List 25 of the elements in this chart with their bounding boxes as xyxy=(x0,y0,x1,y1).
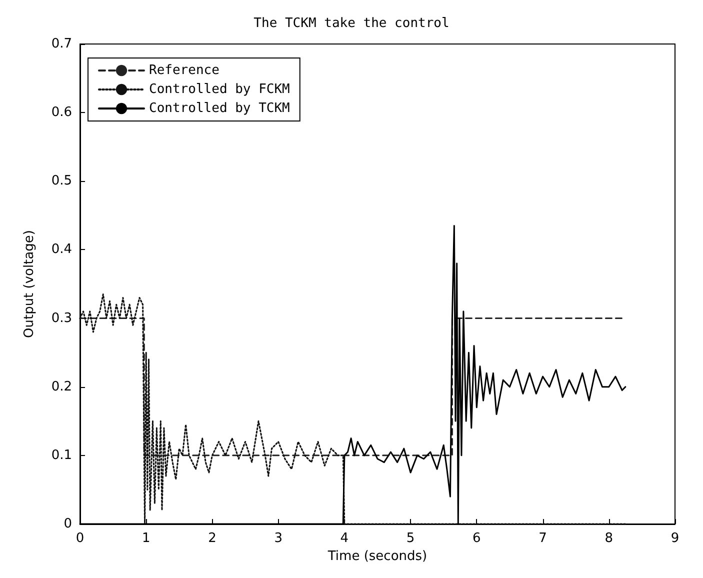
x-tick-label: 9 xyxy=(670,531,680,546)
chart-title: The TCKM take the control xyxy=(254,16,450,31)
x-tick-label: 5 xyxy=(406,531,415,546)
x-tick-label: 3 xyxy=(274,531,282,546)
y-tick-label: 0 xyxy=(64,516,72,532)
x-tick-label: 7 xyxy=(538,531,547,546)
x-axis-title: Time (seconds) xyxy=(326,548,428,564)
y-tick-label: 0.4 xyxy=(51,242,72,258)
x-tick-label: 6 xyxy=(472,531,481,546)
legend-label: Controlled by TCKM xyxy=(149,101,290,116)
y-tick-label: 0.1 xyxy=(51,448,72,463)
y-tick-label: 0.5 xyxy=(51,174,72,189)
x-tick-label: 0 xyxy=(76,531,84,546)
x-tick-label: 1 xyxy=(142,531,150,546)
x-tick-label: 4 xyxy=(340,531,349,546)
y-tick-label: 0.7 xyxy=(51,36,72,52)
y-tick-label: 0.3 xyxy=(51,310,72,326)
x-tick-label: 8 xyxy=(604,531,614,546)
legend-label: Reference xyxy=(149,63,220,78)
y-tick-label: 0.6 xyxy=(51,105,72,120)
legend-label: Controlled by FCKM xyxy=(149,82,290,97)
y-axis-title: Output (voltage) xyxy=(22,230,37,338)
y-tick-label: 0.2 xyxy=(51,379,72,394)
x-tick-label: 2 xyxy=(208,531,216,546)
line-series xyxy=(79,294,626,525)
